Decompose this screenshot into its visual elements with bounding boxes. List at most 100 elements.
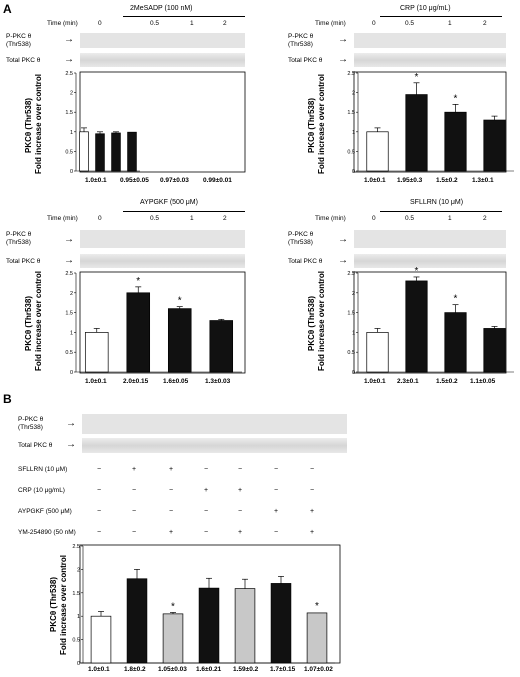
condition-minus: − — [310, 466, 315, 473]
value-label: 1.07±0.02 — [304, 666, 333, 673]
bar-chart: 0 0.5 1 1.5 2 2.5 * * — [65, 271, 246, 376]
condition-minus: − — [169, 508, 174, 515]
condition-minus: − — [274, 487, 279, 494]
total-pkc-label: Total PKC θ — [288, 258, 323, 265]
condition-minus: − — [204, 529, 209, 536]
value-label: 1.0±0.1 — [88, 666, 110, 673]
y-tick-label: 0 — [70, 370, 73, 376]
p-pkc-label: P-PKC θ — [6, 231, 32, 238]
bar-chart: 0 0.5 1 1.5 2 2.5 * * — [72, 544, 341, 667]
significance-star: * — [454, 93, 458, 104]
arrow-icon: → — [338, 54, 348, 65]
time-tick: 0.5 — [405, 20, 415, 27]
bar — [198, 587, 220, 664]
bar — [234, 588, 256, 664]
time-tick: 2 — [483, 20, 487, 27]
bar — [366, 131, 389, 172]
total-pkc-label: Total PKC θ — [6, 57, 41, 64]
p-pkc-label: P-PKC θ — [18, 416, 44, 423]
y-tick-label: 2 — [352, 91, 355, 97]
condition-minus: − — [274, 529, 279, 536]
y-tick-label: 2 — [77, 567, 80, 573]
arrow-icon: → — [66, 418, 76, 429]
bar — [405, 280, 428, 373]
time-tick: 0.5 — [150, 20, 160, 27]
time-tick: 0 — [372, 20, 376, 27]
bar — [126, 292, 151, 373]
p-pkc-label: P-PKC θ — [288, 231, 314, 238]
y-tick-label: 0.5 — [72, 638, 80, 644]
treatment-label: SFLLRN (10 μM) — [410, 199, 464, 206]
bar — [483, 328, 506, 373]
time-label: Time (min) — [47, 215, 78, 222]
condition-minus: − — [97, 487, 102, 494]
condition-plus: + — [274, 508, 279, 515]
y-tick-label: 0.5 — [347, 350, 355, 356]
bar — [126, 578, 148, 664]
treatment-label: CRP (10 μg/mL) — [400, 5, 451, 12]
y-tick-label: 1 — [70, 330, 73, 336]
bar — [90, 615, 112, 664]
y-tick-label: 1 — [352, 330, 355, 336]
condition-minus: − — [97, 508, 102, 515]
value-label: 1.6±0.05 — [163, 378, 189, 385]
thr-label: (Thr538) — [6, 239, 31, 246]
condition-plus: + — [310, 529, 315, 536]
value-label: 1.5±0.2 — [436, 378, 458, 385]
time-label: Time (min) — [315, 215, 346, 222]
y-tick-label: 2.5 — [347, 71, 355, 77]
value-label: 0.95±0.05 — [120, 177, 149, 184]
significance-star: * — [415, 266, 419, 277]
condition-minus: − — [310, 487, 315, 494]
subpanel-sfllrn: SFLLRN (10 μM) Time (min) 0 0.5 1 2 P-PK… — [260, 195, 520, 390]
condition-minus: − — [132, 487, 137, 494]
panel-b: P-PKC θ (Thr538) → Total PKC θ → SFLLRN … — [0, 400, 520, 677]
value-label: 1.6±0.21 — [196, 666, 222, 673]
y-tick-label: 2.5 — [72, 544, 80, 550]
y-tick-label: 0 — [352, 169, 355, 175]
value-label: 1.7±0.15 — [270, 666, 296, 673]
condition-minus: − — [238, 466, 243, 473]
bar — [483, 119, 506, 172]
significance-star: * — [454, 294, 458, 305]
bar — [444, 312, 467, 373]
time-tick: 2 — [223, 215, 227, 222]
blot-image — [354, 230, 506, 248]
y-tick-label: 1.5 — [72, 591, 80, 597]
arrow-icon: → — [338, 255, 348, 266]
condition-plus: + — [169, 466, 174, 473]
thr-label: (Thr538) — [18, 424, 43, 431]
subpanel-crp: CRP (10 μg/mL) Time (min) 0 0.5 1 2 P-PK… — [260, 0, 520, 190]
y-tick-label: 1.5 — [65, 110, 73, 116]
time-tick: 1 — [190, 20, 194, 27]
bar — [162, 613, 184, 664]
bar — [79, 131, 89, 172]
y-tick-label: 1 — [352, 130, 355, 136]
y-tick-label: 0.5 — [65, 149, 73, 155]
value-label: 1.0±0.1 — [364, 378, 386, 385]
time-tick: 1 — [448, 20, 452, 27]
condition-label: YM-254890 (50 nM) — [18, 529, 76, 536]
blot-image — [80, 230, 245, 248]
value-label: 1.0±0.1 — [85, 177, 107, 184]
bar — [405, 94, 428, 172]
condition-minus: − — [132, 529, 137, 536]
bar — [167, 308, 192, 373]
y-tick-label: 0 — [70, 169, 73, 175]
treatment-bar — [123, 211, 245, 212]
significance-star: * — [315, 601, 319, 612]
value-label: 1.1±0.05 — [470, 378, 496, 385]
value-label: 1.0±0.1 — [364, 177, 386, 184]
subpanel-aypgkf: AYPGKF (500 μM) Time (min) 0 0.5 1 2 P-P… — [0, 195, 260, 390]
arrow-icon: → — [338, 234, 348, 245]
blot-image — [82, 438, 347, 453]
value-label: 1.05±0.03 — [158, 666, 187, 673]
panel-label-a: A — [3, 2, 12, 16]
blot-image — [354, 254, 506, 268]
bar-chart: 0 0.5 1 1.5 2 2.5 * * — [347, 71, 514, 175]
arrow-icon: → — [338, 34, 348, 45]
condition-minus: − — [274, 466, 279, 473]
value-label: 0.97±0.03 — [160, 177, 189, 184]
treatment-label: AYPGKF (500 μM) — [140, 199, 198, 206]
blot-image — [80, 33, 245, 48]
